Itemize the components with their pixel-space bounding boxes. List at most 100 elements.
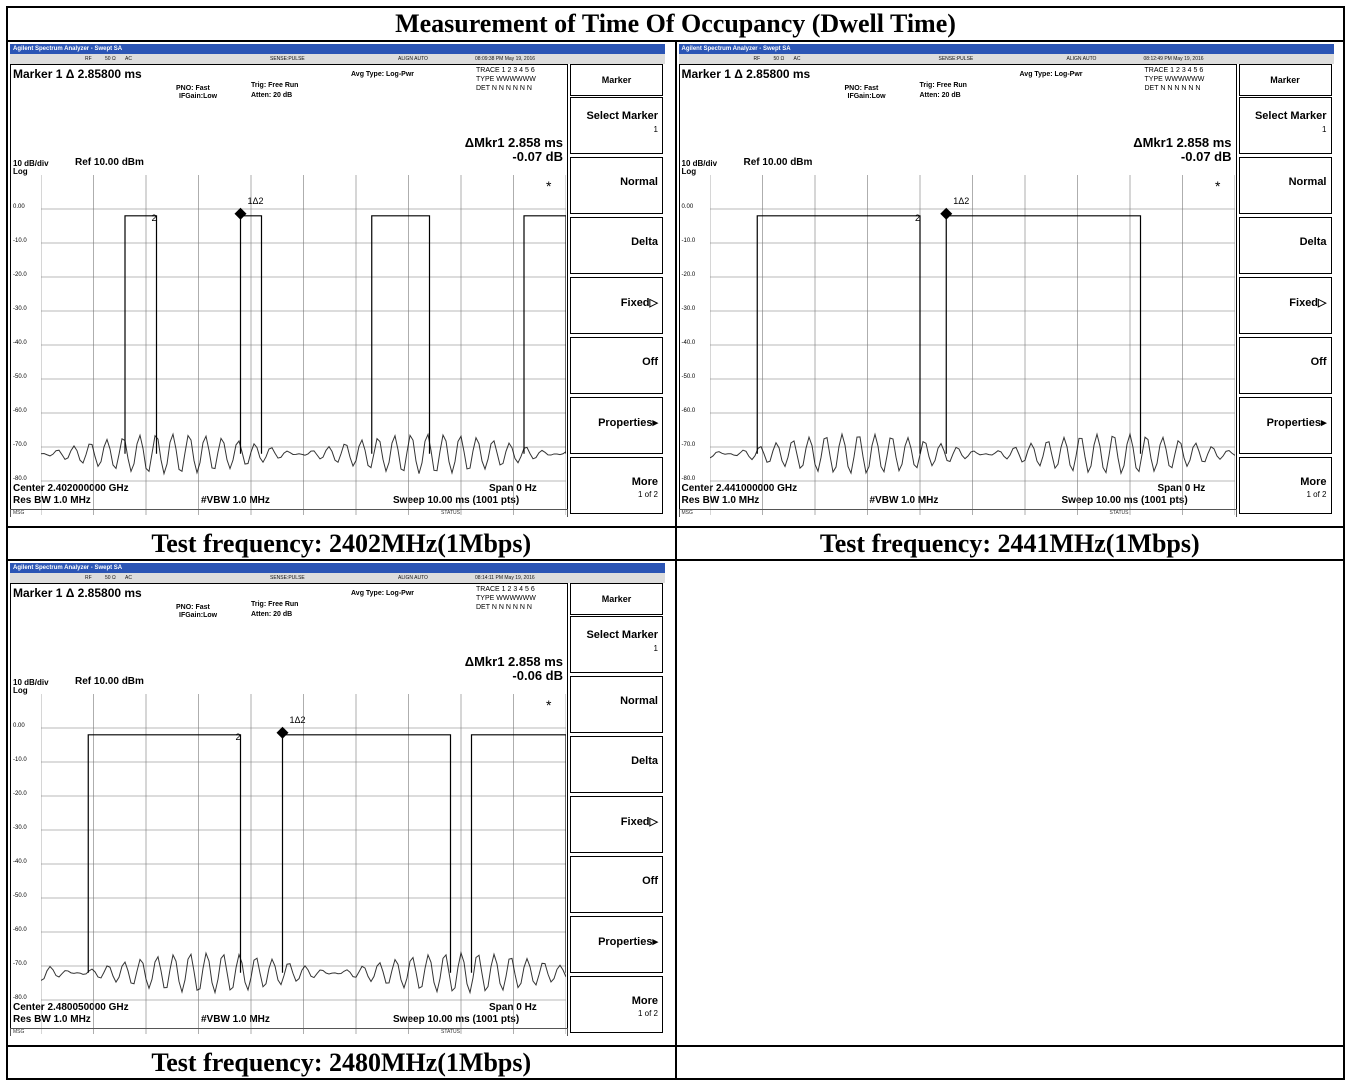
y-tick-label: -40.0 — [13, 859, 27, 866]
document-table: Measurement of Time Of Occupancy (Dwell … — [6, 5, 1345, 1081]
analyzer-screen-2: Agilent Spectrum Analyzer - Swept SA RF 50… — [678, 44, 1334, 518]
status-label: ALIGN AUTO — [398, 575, 428, 582]
chart-area: 1Δ2 2 * — [709, 175, 1235, 516]
softkey-more[interactable]: More 1 of 2 — [570, 457, 663, 515]
status-label: 08:09:38 PM May 19, 2016 — [475, 56, 536, 63]
softkey-properties[interactable]: Properties▸ — [1238, 397, 1332, 455]
softkey-select-marker[interactable]: Select Marker 1 — [570, 97, 663, 155]
trig-label: Trig: Free Run — [251, 82, 299, 90]
softkey-off-label: Off — [642, 356, 658, 369]
marker-readout: Marker 1 Δ 2.85800 ms — [13, 586, 142, 601]
vbw-label: #VBW 1.0 MHz — [201, 495, 270, 507]
marker-2-label: 2 — [915, 213, 920, 223]
status-label: SENSE:PULSE — [938, 56, 974, 63]
pulse-trace — [470, 734, 567, 973]
softkey-fixed[interactable]: Fixed▷ — [570, 277, 663, 335]
status-label: RF — [85, 56, 92, 63]
y-tick-label: -10.0 — [13, 238, 27, 245]
softkey-more[interactable]: More 1 of 2 — [570, 976, 663, 1034]
caption-1: Test frequency: 2402MHz(1Mbps) — [6, 525, 677, 562]
y-tick-label: -40.0 — [13, 340, 27, 347]
ifgain-label: IFGain:Low — [179, 612, 218, 620]
softkey-normal-label: Normal — [620, 695, 658, 708]
marker-1-label: 1Δ2 — [290, 715, 306, 725]
y-tick-label: -20.0 — [13, 272, 27, 279]
softkey-select-marker-label: Select Marker — [1254, 110, 1327, 123]
marker-readout: Marker 1 Δ 2.85800 ms — [13, 67, 142, 82]
softkey-off[interactable]: Off — [570, 856, 663, 914]
spectrum-trace-plot: 1Δ2 2 * — [40, 175, 567, 516]
y-tick-label: -70.0 — [681, 442, 696, 449]
softkey-panel: Marker Select Marker 1 Normal Delta Fixed▷ Off… — [1238, 64, 1334, 516]
status-label: STATUS — [441, 510, 460, 517]
marker-1-diamond — [939, 208, 952, 221]
ifgain-label: IFGain:Low — [179, 93, 218, 101]
res-bw-label: Res BW 1.0 MHz — [13, 1014, 91, 1026]
softkey-fixed-label: Fixed▷ — [620, 816, 658, 829]
softkey-off[interactable]: Off — [570, 337, 663, 395]
softkey-off[interactable]: Off — [1238, 337, 1332, 395]
status-strip: RF 50 Ω AC SENSE:PULSE ALIGN AUTO 08:14:11 PM… — [10, 573, 665, 584]
delta-db-readout: -0.07 dB — [1180, 149, 1232, 165]
softkey-title: Marker — [570, 583, 663, 616]
noise-trace — [40, 951, 567, 995]
det-label: DET N N N N N N — [1144, 85, 1201, 93]
softkey-title: Marker — [1238, 64, 1332, 97]
status-label: 08:14:11 PM May 19, 2016 — [475, 575, 535, 582]
noise-trace — [709, 432, 1235, 476]
y-tick-label: 0.00 — [13, 723, 25, 730]
softkey-normal[interactable]: Normal — [570, 157, 663, 215]
y-tick-label: -40.0 — [681, 340, 696, 347]
star-indicator: * — [546, 178, 552, 194]
delta-marker-readout: ΔMkr1 2.858 ms — [464, 135, 563, 151]
status-label: STATUS — [441, 1029, 460, 1036]
softkey-off-label: Off — [642, 875, 658, 888]
res-bw-label: Res BW 1.0 MHz — [681, 495, 760, 507]
center-freq: Center 2.480050000 GHz — [13, 1002, 129, 1014]
status-label: 08:12:49 PM May 19, 2016 — [1143, 56, 1204, 63]
ref-level: Ref 10.00 dBm — [75, 157, 144, 169]
span-label: Span 0 Hz — [489, 1002, 537, 1014]
screenshot-cell-3: Agilent Spectrum Analyzer - Swept SA RF 50… — [6, 559, 677, 1047]
log-label: Log — [13, 686, 28, 696]
avg-type-label: Avg Type: Log-Pwr — [351, 590, 414, 598]
y-tick-label: -50.0 — [13, 893, 27, 900]
analyzer-screen-3: Agilent Spectrum Analyzer - Swept SA RF 50… — [10, 563, 665, 1037]
softkey-properties[interactable]: Properties▸ — [570, 397, 663, 455]
analyzer-display: Marker 1 Δ 2.85800 ms PNO: Fast IFGain:Low… — [10, 64, 568, 516]
status-label: STATUS — [1109, 510, 1129, 517]
softkey-delta[interactable]: Delta — [1238, 217, 1332, 275]
span-label: Span 0 Hz — [1157, 483, 1206, 495]
trig-label: Trig: Free Run — [919, 82, 967, 90]
softkey-select-marker[interactable]: Select Marker 1 — [570, 616, 663, 674]
chart-area: 1Δ2 2 * — [40, 694, 567, 1035]
softkey-properties[interactable]: Properties▸ — [570, 916, 663, 974]
status-label: 50 Ω — [105, 575, 116, 582]
y-tick-label: -10.0 — [13, 757, 27, 764]
softkey-select-marker-sub: 1 — [653, 644, 658, 654]
softkey-fixed[interactable]: Fixed▷ — [570, 796, 663, 854]
status-label: AC — [125, 56, 132, 63]
softkey-normal[interactable]: Normal — [570, 676, 663, 734]
softkey-delta[interactable]: Delta — [570, 736, 663, 794]
atten-label: Atten: 20 dB — [919, 92, 961, 100]
msg-label: MSG — [13, 510, 25, 517]
softkey-normal-label: Normal — [1288, 176, 1327, 189]
sweep-label: Sweep 10.00 ms (1001 pts) — [393, 1014, 520, 1026]
y-tick-label: 0.00 — [681, 204, 694, 211]
softkey-panel: Marker Select Marker 1 Normal Delta Fixed▷ Off… — [570, 583, 665, 1035]
softkey-normal[interactable]: Normal — [1238, 157, 1332, 215]
log-label: Log — [13, 167, 28, 177]
softkey-properties-label: Properties▸ — [598, 936, 658, 949]
delta-db-readout: -0.06 dB — [512, 668, 563, 684]
star-indicator: * — [546, 697, 552, 713]
softkey-more[interactable]: More 1 of 2 — [1238, 457, 1332, 515]
softkey-select-marker-sub: 1 — [1322, 125, 1327, 135]
softkey-delta-label: Delta — [631, 236, 658, 249]
softkey-select-marker[interactable]: Select Marker 1 — [1238, 97, 1332, 155]
softkey-delta-label: Delta — [631, 755, 658, 768]
softkey-delta[interactable]: Delta — [570, 217, 663, 275]
y-tick-label: -70.0 — [13, 961, 27, 968]
softkey-fixed[interactable]: Fixed▷ — [1238, 277, 1332, 335]
caption-3: Test frequency: 2480MHz(1Mbps) — [6, 1044, 677, 1081]
